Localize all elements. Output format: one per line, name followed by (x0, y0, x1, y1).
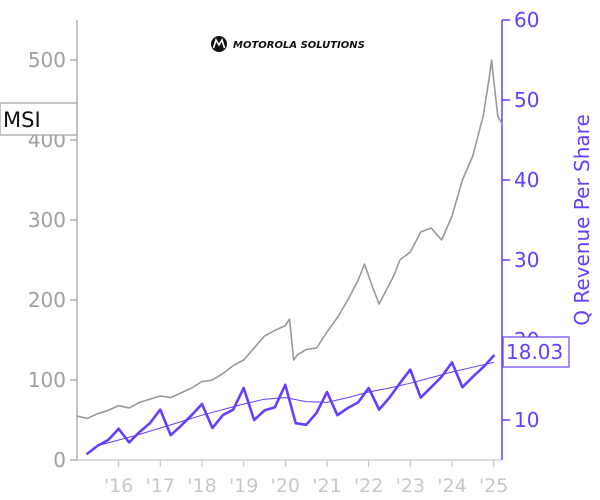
x-tick-label: '21 (312, 475, 341, 497)
right-tick-label: 60 (514, 8, 539, 32)
x-tick-label: '25 (479, 475, 508, 497)
right-tick-label: 40 (514, 168, 539, 192)
ticker-label: MSI (3, 108, 41, 132)
ticker-badge: MSI (0, 102, 78, 136)
right-tick-label: 50 (514, 88, 539, 112)
x-axis-ticks: '16 '17 '18 '19 '20 '21 '22 '23 '24 '25 (104, 460, 508, 497)
right-axis-title: Q Revenue Per Share (570, 114, 594, 326)
left-tick-label: 200 (28, 288, 66, 312)
motorola-logo-mark (212, 38, 226, 49)
left-tick-label: 100 (28, 368, 66, 392)
right-tick-label: 10 (514, 408, 539, 432)
price-line (76, 59, 503, 420)
x-tick-label: '19 (229, 475, 258, 497)
x-tick-label: '20 (271, 475, 300, 497)
x-tick-label: '22 (354, 475, 383, 497)
latest-value-box (502, 336, 570, 368)
x-tick-label: '17 (146, 475, 175, 497)
x-tick-label: '23 (396, 475, 425, 497)
x-tick-label: '18 (187, 475, 216, 497)
x-tick-label: '24 (437, 475, 466, 497)
brand-logo: MOTOROLA SOLUTIONS (211, 36, 365, 52)
left-tick-label: 0 (53, 448, 66, 472)
latest-value-badge: 18.03 (502, 336, 570, 368)
left-tick-label: 500 (28, 48, 66, 72)
latest-value-label: 18.03 (506, 340, 563, 364)
x-tick-label: '16 (104, 475, 133, 497)
series-layer (76, 59, 503, 455)
right-tick-label: 30 (514, 248, 539, 272)
right-axis-ticks: 102030405060 (502, 8, 539, 432)
revenue-trend-line (97, 361, 495, 447)
ticker-box (0, 102, 78, 136)
brand-text: MOTOROLA SOLUTIONS (233, 40, 365, 51)
revenue-per-share-line (86, 354, 496, 455)
left-tick-label: 300 (28, 208, 66, 232)
